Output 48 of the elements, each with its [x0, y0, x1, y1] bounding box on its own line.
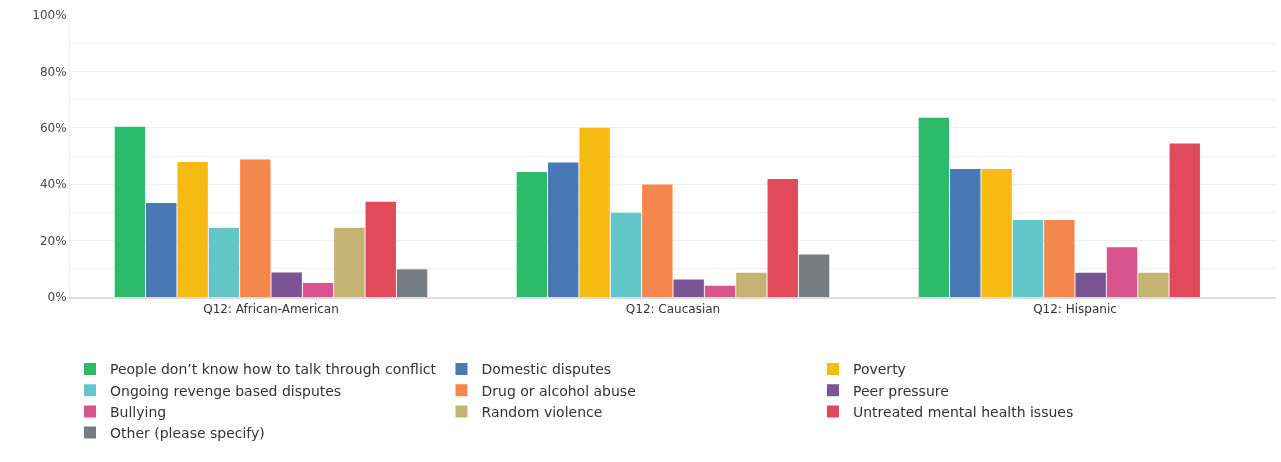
- bar: [673, 279, 704, 297]
- y-tick-label: 20%: [39, 233, 67, 248]
- y-tick-label: 100%: [32, 8, 67, 23]
- x-tick-label: Q12: African-American: [203, 302, 339, 317]
- bar: [610, 212, 642, 297]
- legend-label: People don’t know how to talk through conflict: [110, 361, 437, 378]
- legend-label: Poverty: [852, 361, 906, 378]
- legend-label: Peer pressure: [852, 382, 949, 399]
- y-tick-label: 40%: [39, 177, 67, 192]
- bar: [981, 168, 1012, 297]
- legend-label: Domestic disputes: [481, 361, 612, 378]
- bar: [950, 168, 981, 297]
- bar: [146, 203, 177, 297]
- bar: [177, 161, 208, 297]
- legend-label: Random violence: [481, 403, 603, 420]
- bar: [1106, 247, 1138, 297]
- bar: [240, 159, 271, 297]
- y-tick-label: 80%: [39, 64, 67, 79]
- bar: [1044, 220, 1075, 297]
- bar: [1138, 272, 1169, 297]
- legend-label: Ongoing revenge based disputes: [110, 382, 342, 399]
- bar: [114, 126, 146, 297]
- bar: [1169, 143, 1200, 297]
- bar: [704, 285, 736, 297]
- legend-label: Bullying: [110, 403, 167, 420]
- bar: [396, 269, 428, 297]
- bar: [918, 117, 950, 297]
- y-tick-label: 0%: [47, 290, 67, 305]
- x-tick-label: Q12: Hispanic: [1033, 302, 1117, 317]
- bar: [736, 272, 767, 297]
- x-tick-label: Q12: Caucasian: [625, 302, 721, 317]
- bar: [548, 162, 579, 297]
- legend-label: Other (please specify): [110, 425, 265, 442]
- bar: [208, 227, 240, 297]
- bar: [334, 227, 365, 297]
- bar: [579, 127, 610, 297]
- bar: [365, 201, 396, 297]
- bar: [798, 254, 830, 297]
- bar: [302, 282, 334, 297]
- bar: [271, 272, 302, 297]
- legend-label: Untreated mental health issues: [852, 403, 1074, 420]
- y-tick-label: 60%: [39, 121, 67, 135]
- bar: [516, 172, 548, 297]
- legend-label: Drug or alcohol abuse: [481, 382, 636, 399]
- bar: [767, 179, 798, 297]
- bar: [642, 184, 673, 297]
- bar: [1012, 220, 1044, 297]
- bar: [1075, 272, 1106, 297]
